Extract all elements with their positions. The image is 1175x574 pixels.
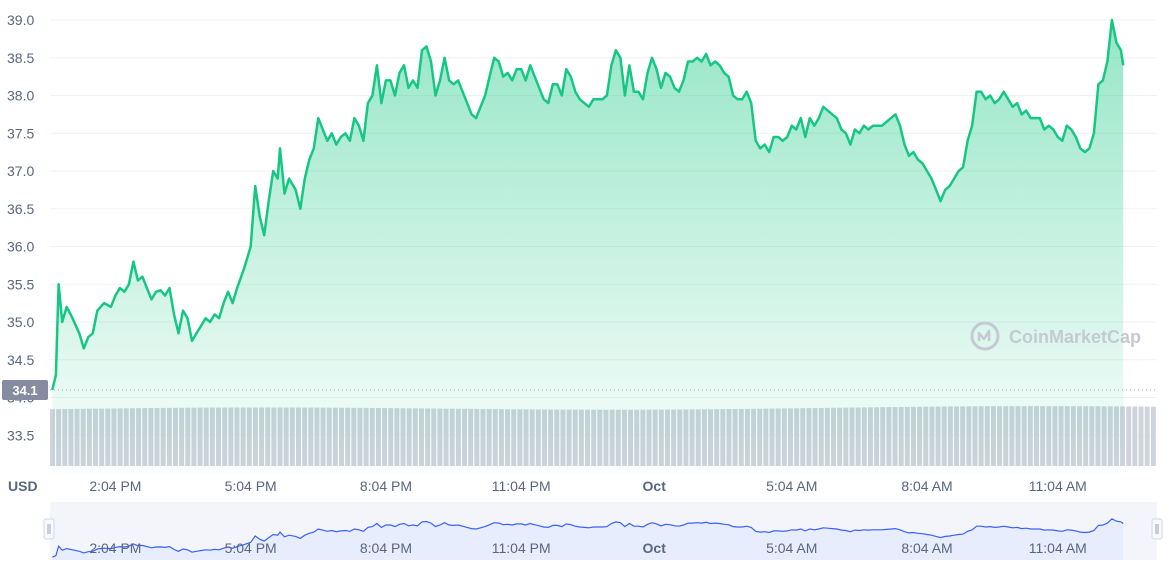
y-tick-label: 35.5 (7, 276, 34, 292)
navigator[interactable]: 2:04 PM 5:04 PM 8:04 PM 11:04 PM Oct 5:04 AM 8… (43, 502, 1163, 560)
y-tick-label: 36.0 (7, 239, 34, 255)
x-tick-label: 11:04 PM (492, 478, 551, 494)
watermark: CoinMarketCap (970, 321, 1141, 351)
navigator-tick-label: 11:04 AM (1029, 540, 1087, 556)
volume-bar (1126, 406, 1132, 466)
y-tick-label: 38.5 (7, 50, 34, 66)
price-line[interactable] (51, 18, 1125, 391)
x-tick-label: 8:04 PM (360, 478, 412, 494)
y-tick-label: 38.0 (7, 88, 34, 104)
navigator-left-handle[interactable] (43, 518, 55, 540)
coinmarketcap-logo-icon (970, 321, 1000, 351)
current-price-label: 34.1 (12, 383, 37, 398)
y-tick-label: 39.0 (7, 12, 34, 28)
navigator-right-handle[interactable] (1151, 518, 1163, 540)
navigator-tick-label: 5:04 PM (225, 540, 277, 556)
y-tick-label: 35.0 (7, 314, 34, 330)
y-tick-label: 33.5 (7, 427, 34, 443)
volume-bar (1138, 406, 1144, 466)
y-tick-label: 37.0 (7, 163, 34, 179)
navigator-tick-label: 8:04 AM (901, 540, 952, 556)
y-tick-label: 34.5 (7, 352, 34, 368)
x-tick-label: 11:04 AM (1029, 478, 1087, 494)
navigator-tick-label: Oct (643, 540, 667, 556)
unit-label: USD (8, 478, 38, 494)
current-price-badge: 34.1 (2, 379, 48, 400)
navigator-tick-label: 11:04 PM (492, 540, 551, 556)
navigator-tick-label: 2:04 PM (89, 540, 141, 556)
navigator-axis: 2:04 PM 5:04 PM 8:04 PM 11:04 PM Oct 5:04 AM 8… (89, 540, 1087, 556)
volume-bar (1144, 406, 1150, 466)
y-axis: 39.0 38.5 38.0 37.5 37.0 36.5 36.0 35.5 35.0 34.5… (7, 12, 34, 443)
x-axis: 2:04 PM 5:04 PM 8:04 PM 11:04 PM Oct 5:04 AM 8… (89, 478, 1087, 494)
x-tick-label: 2:04 PM (89, 478, 141, 494)
navigator-line (52, 518, 1124, 558)
volume-bar (1150, 406, 1156, 466)
y-tick-label: 36.5 (7, 201, 34, 217)
x-tick-label: Oct (643, 478, 667, 494)
volume-bar (1132, 406, 1138, 466)
watermark-text: CoinMarketCap (1009, 327, 1141, 347)
x-tick-label: 5:04 AM (766, 478, 817, 494)
y-tick-label: 37.5 (7, 125, 34, 141)
navigator-area (52, 518, 1124, 560)
x-tick-label: 5:04 PM (225, 478, 277, 494)
navigator-tick-label: 8:04 PM (360, 540, 412, 556)
navigator-tick-label: 5:04 AM (766, 540, 817, 556)
price-area (52, 20, 1124, 474)
x-tick-label: 8:04 AM (901, 478, 952, 494)
